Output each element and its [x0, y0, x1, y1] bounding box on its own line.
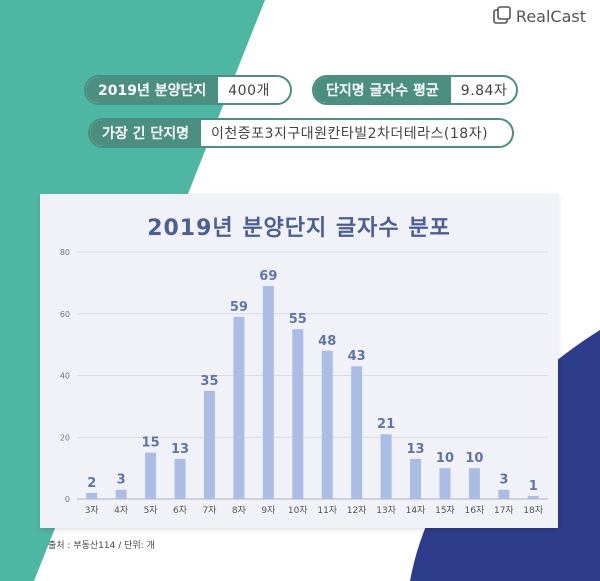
bar-value-label: 21 [377, 417, 395, 432]
bar [174, 458, 186, 499]
brand-name: RealCast [515, 6, 586, 26]
bar-value-label: 1 [529, 479, 538, 494]
y-tick-label: 60 [60, 310, 70, 319]
bar [439, 468, 451, 499]
bar-value-label: 69 [259, 269, 277, 284]
realcast-logo-icon [493, 6, 511, 24]
bar-value-label: 48 [318, 334, 336, 349]
x-tick-label: 8자 [232, 505, 247, 516]
source-note: 출처 : 부동산114 / 단위: 개 [48, 541, 155, 551]
bar-value-label: 2 [87, 476, 96, 491]
bar-value-label: 3 [117, 473, 126, 488]
x-tick-label: 14자 [406, 505, 426, 516]
stat-longest-value: 이천증포3지구대원칸타빌2차더테라스(18자) [211, 126, 489, 142]
x-tick-label: 11자 [317, 505, 337, 516]
x-tick-label: 18자 [523, 505, 543, 516]
stat-average-length: 단지명 글자수 평균 9.84자 [312, 75, 518, 105]
stat-average-value: 9.84자 [460, 83, 508, 99]
bar-value-label: 55 [289, 312, 307, 327]
bar [380, 434, 392, 499]
y-tick-label: 0 [65, 495, 70, 504]
bar [233, 316, 245, 499]
x-tick-label: 9자 [261, 505, 276, 516]
chart-card: 2019년 분양단지 글자수 분포 0 20 40 60 80 2 3자 3 4자 15 5자 13 6… [40, 194, 558, 528]
stat-total-value: 400개 [228, 83, 270, 99]
bar-value-label: 10 [465, 451, 483, 466]
bar-value-label: 13 [406, 442, 424, 457]
bar [351, 366, 363, 499]
bar [527, 495, 539, 499]
bar-value-label: 59 [230, 300, 248, 315]
bar-value-label: 13 [171, 442, 189, 457]
bar-value-label: 43 [348, 349, 366, 364]
stat-longest-name: 가장 긴 단지명 이천증포3지구대원칸타빌2차더테라스(18자) [88, 118, 514, 148]
stat-total-label: 2019년 분양단지 [86, 77, 219, 103]
x-tick-label: 16자 [465, 505, 485, 516]
x-tick-label: 17자 [494, 505, 514, 516]
bar [410, 458, 422, 499]
x-tick-label: 15자 [435, 505, 455, 516]
bar [145, 452, 157, 499]
bar-value-label: 35 [200, 374, 218, 389]
y-tick-label: 20 [60, 433, 70, 442]
bar [86, 492, 98, 499]
bar-value-label: 10 [436, 451, 454, 466]
x-tick-label: 12자 [347, 505, 367, 516]
bar [203, 390, 215, 499]
y-tick-label: 40 [60, 372, 70, 381]
bar [468, 468, 480, 499]
chart-title: 2019년 분양단지 글자수 분포 [147, 216, 451, 241]
bar [262, 285, 274, 499]
x-tick-label: 13자 [376, 505, 396, 516]
teal-shape-shade [0, 0, 34, 290]
bar [498, 489, 510, 499]
bar [321, 350, 333, 499]
x-tick-label: 10자 [288, 505, 308, 516]
x-tick-label: 3자 [85, 505, 100, 516]
x-tick-label: 7자 [202, 505, 217, 516]
stat-total-units: 2019년 분양단지 400개 [84, 75, 292, 105]
x-tick-label: 4자 [114, 505, 129, 516]
bar [292, 329, 304, 499]
bar-value-label: 15 [142, 436, 160, 451]
stat-average-label: 단지명 글자수 평균 [314, 77, 451, 103]
stat-longest-label: 가장 긴 단지명 [90, 120, 202, 146]
brand-logo: RealCast [492, 6, 586, 26]
bar-value-label: 3 [499, 473, 508, 488]
x-tick-label: 6자 [173, 505, 188, 516]
x-tick-label: 5자 [144, 505, 159, 516]
bar [115, 489, 127, 499]
bar-chart: 02040608023자34자155자136자357자598자699자5510자… [60, 248, 548, 516]
y-tick-label: 80 [60, 248, 70, 257]
